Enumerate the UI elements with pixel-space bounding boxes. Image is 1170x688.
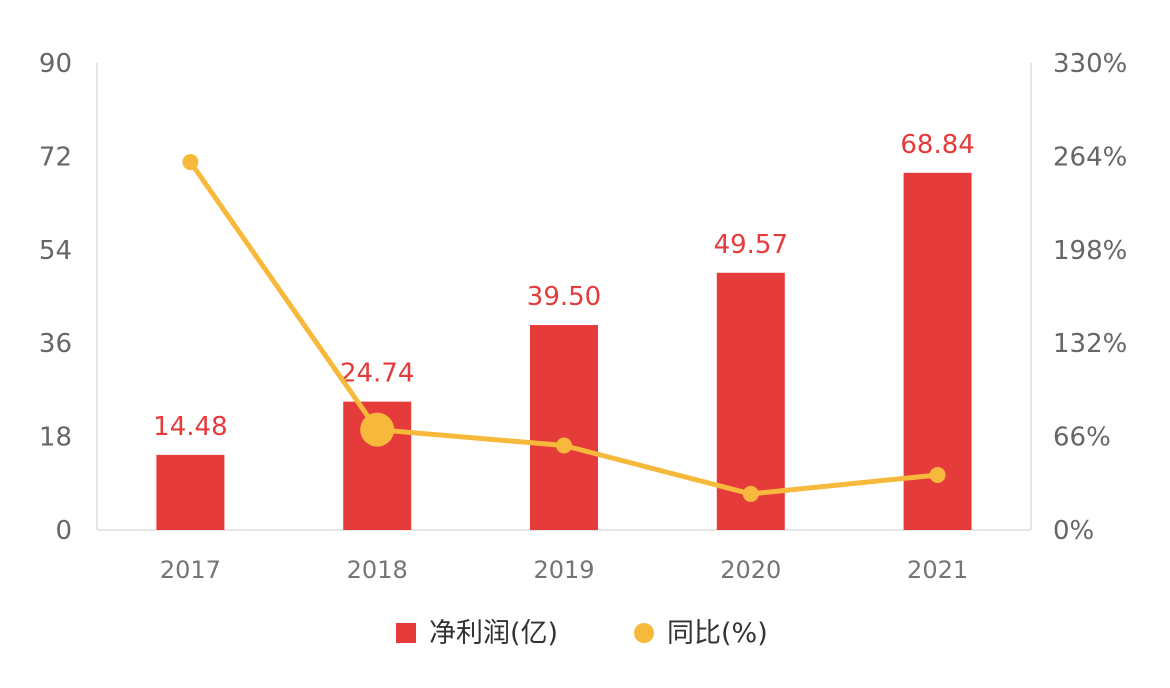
bar-value-label: 14.48 xyxy=(153,412,227,442)
x-tick-label: 2021 xyxy=(907,556,968,584)
legend-swatch-bar xyxy=(396,623,416,643)
bar-value-label: 49.57 xyxy=(714,230,788,260)
legend-swatch-line xyxy=(634,623,654,643)
right-tick-label: 198% xyxy=(1053,236,1127,266)
bar-value-label: 39.50 xyxy=(527,282,601,312)
x-tick-label: 2019 xyxy=(533,556,594,584)
legend-label-line: 同比(%) xyxy=(667,618,768,649)
right-tick-label: 66% xyxy=(1053,423,1111,453)
left-tick-label: 18 xyxy=(39,423,72,453)
right-tick-label: 330% xyxy=(1053,49,1127,79)
x-tick-label: 2018 xyxy=(347,556,408,584)
yoy-line xyxy=(182,154,946,502)
yoy-point xyxy=(182,154,199,171)
yoy-point xyxy=(742,485,759,502)
bar xyxy=(156,454,225,530)
legend-label-bar: 净利润(亿) xyxy=(429,618,558,649)
left-tick-label: 36 xyxy=(39,329,72,359)
left-tick-label: 72 xyxy=(39,142,72,172)
left-tick-label: 90 xyxy=(39,49,72,79)
bar xyxy=(530,325,598,530)
left-tick-label: 0 xyxy=(55,516,72,546)
x-tick-label: 2020 xyxy=(720,556,781,584)
right-tick-label: 264% xyxy=(1053,142,1127,172)
axes: 0 18 36 54 72 90 0% 66% 132% 198% 264% 330% 2017 2018… xyxy=(39,49,1127,584)
bar-value-label: 24.74 xyxy=(340,359,414,389)
bar-value-label: 68.84 xyxy=(900,130,974,160)
legend: 净利润(亿) 同比(%) xyxy=(396,618,768,649)
x-tick-label: 2017 xyxy=(160,556,221,584)
yoy-point xyxy=(556,437,572,454)
left-tick-label: 54 xyxy=(39,236,72,266)
right-tick-label: 132% xyxy=(1053,329,1127,359)
bars: 14.48 24.74 39.50 49.57 68.84 xyxy=(153,130,975,531)
yoy-point xyxy=(360,412,395,447)
right-tick-label: 0% xyxy=(1053,516,1094,546)
yoy-point xyxy=(929,466,946,483)
